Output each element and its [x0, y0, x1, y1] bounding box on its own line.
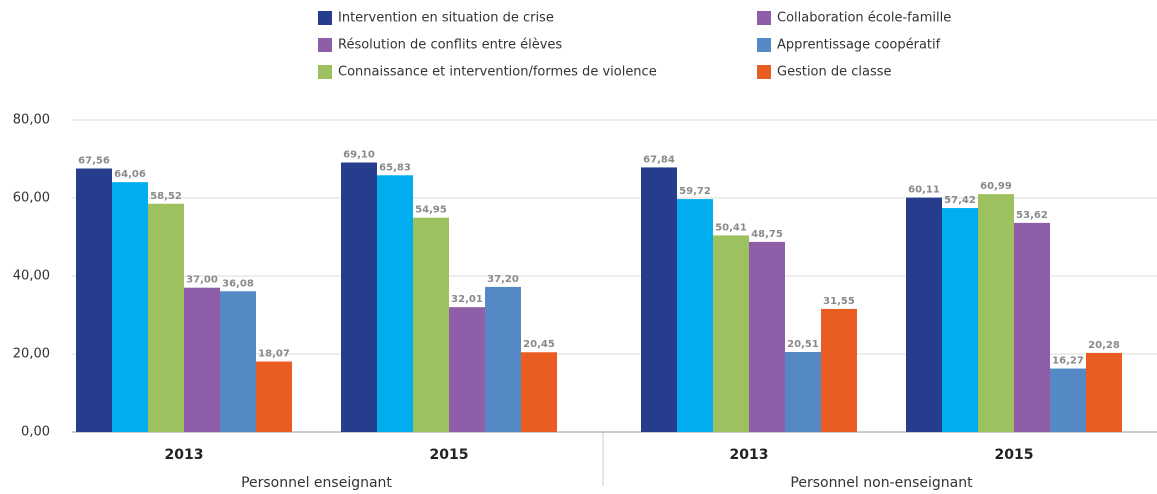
value-label: 69,10: [343, 150, 375, 161]
legend-label: Résolution de conflits entre élèves: [338, 38, 562, 53]
y-tick-label: 20,00: [13, 347, 50, 362]
legend-label: Gestion de classe: [777, 65, 892, 80]
x-tick-label: 2015: [995, 447, 1034, 463]
bar: [220, 291, 256, 432]
value-label: 37,20: [487, 274, 519, 285]
bar: [521, 352, 557, 432]
value-label: 67,56: [78, 156, 110, 167]
group-label: Personnel enseignant: [241, 475, 392, 491]
value-label: 48,75: [751, 229, 783, 240]
bar: [785, 352, 821, 432]
x-tick-label: 2015: [430, 447, 469, 463]
x-tick-label: 2013: [165, 447, 204, 463]
value-label: 16,27: [1052, 356, 1084, 367]
value-label: 20,45: [523, 339, 555, 350]
y-tick-label: 80,00: [13, 113, 50, 128]
value-label: 50,41: [715, 222, 747, 233]
value-label: 60,99: [980, 181, 1012, 192]
y-tick-label: 60,00: [13, 191, 50, 206]
bar: [76, 168, 112, 433]
bar: [341, 162, 377, 432]
bar: [1086, 352, 1122, 432]
bar: [1050, 368, 1086, 432]
value-label: 37,00: [186, 275, 218, 286]
value-label: 58,52: [150, 191, 182, 202]
value-label: 65,83: [379, 162, 411, 173]
legend-label: Collaboration école-famille: [777, 11, 951, 26]
legend-label: Connaissance et intervention/formes de v…: [338, 65, 657, 80]
bar: [413, 217, 449, 432]
bar: [677, 199, 713, 432]
value-label: 64,06: [114, 169, 146, 180]
bar: [112, 182, 148, 432]
y-tick-label: 0,00: [21, 425, 50, 440]
bar: [256, 361, 292, 432]
bar: [978, 194, 1014, 432]
bar: [821, 308, 857, 432]
legend-swatch: [318, 38, 332, 52]
value-label: 53,62: [1016, 210, 1048, 221]
x-tick-label: 2013: [730, 447, 769, 463]
value-label: 59,72: [679, 186, 711, 197]
legend-swatch: [757, 11, 771, 25]
value-label: 57,42: [944, 195, 976, 206]
bar: [148, 203, 184, 432]
value-label: 36,08: [222, 278, 254, 289]
value-label: 60,11: [908, 185, 940, 196]
y-tick-label: 40,00: [13, 269, 50, 284]
value-label: 67,84: [643, 154, 675, 165]
bar: [942, 208, 978, 432]
bar: [641, 167, 677, 432]
value-label: 54,95: [415, 205, 447, 216]
bar: [184, 287, 220, 432]
value-label: 18,07: [258, 349, 290, 360]
bar: [1014, 222, 1050, 432]
bar: [713, 235, 749, 432]
bar: [749, 241, 785, 432]
value-label: 31,55: [823, 296, 855, 307]
bar: [485, 286, 521, 432]
group-label: Personnel non-enseignant: [790, 475, 973, 491]
bar: [377, 175, 413, 432]
legend-swatch: [318, 11, 332, 25]
value-label: 20,28: [1088, 340, 1120, 351]
value-label: 20,51: [787, 339, 819, 350]
legend-label: Intervention en situation de crise: [338, 11, 554, 26]
value-label: 32,01: [451, 294, 483, 305]
legend-swatch: [318, 65, 332, 79]
bar: [906, 197, 942, 432]
legend-swatch: [757, 65, 771, 79]
legend-swatch: [757, 38, 771, 52]
bar: [449, 307, 485, 432]
legend-label: Apprentissage coopératif: [777, 38, 941, 53]
